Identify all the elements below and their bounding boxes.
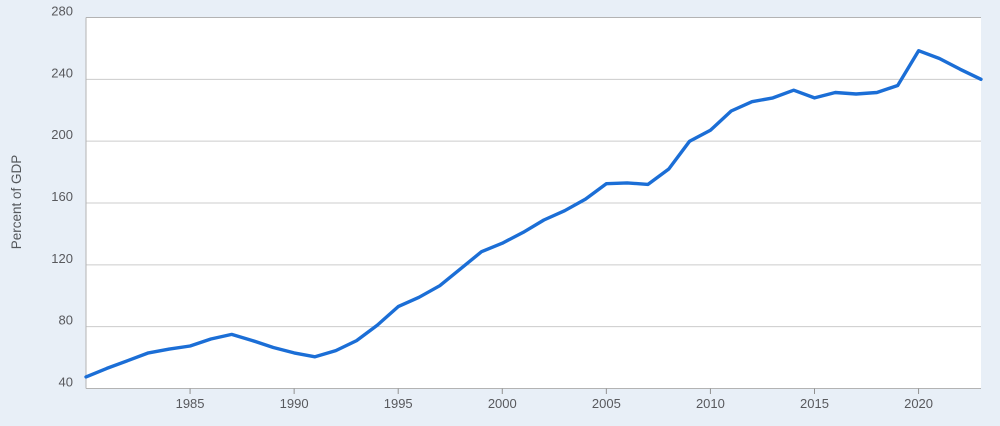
- y-tick-label: 40: [59, 375, 73, 390]
- x-tick-label: 2005: [592, 396, 621, 411]
- x-tick-label: 1995: [384, 396, 413, 411]
- x-tick-label: 2000: [488, 396, 517, 411]
- y-tick-label: 200: [51, 127, 73, 142]
- y-tick-label: 120: [51, 251, 73, 266]
- y-tick-label: 80: [59, 313, 73, 328]
- y-tick-label: 280: [51, 4, 73, 19]
- x-tick-label: 2010: [696, 396, 725, 411]
- x-tick-label: 1985: [176, 396, 205, 411]
- data-line: [84, 49, 983, 379]
- y-tick-label: 160: [51, 189, 73, 204]
- y-tick-label: 240: [51, 65, 73, 80]
- x-tick-label: 2015: [800, 396, 829, 411]
- plot-layer: 40 80 120 160 200 240 280 1985 1990 1995 2000 2005 2…: [51, 4, 983, 411]
- y-axis-title: Percent of GDP: [9, 155, 24, 250]
- x-tick-label: 2020: [904, 396, 933, 411]
- x-tick-label: 1990: [280, 396, 309, 411]
